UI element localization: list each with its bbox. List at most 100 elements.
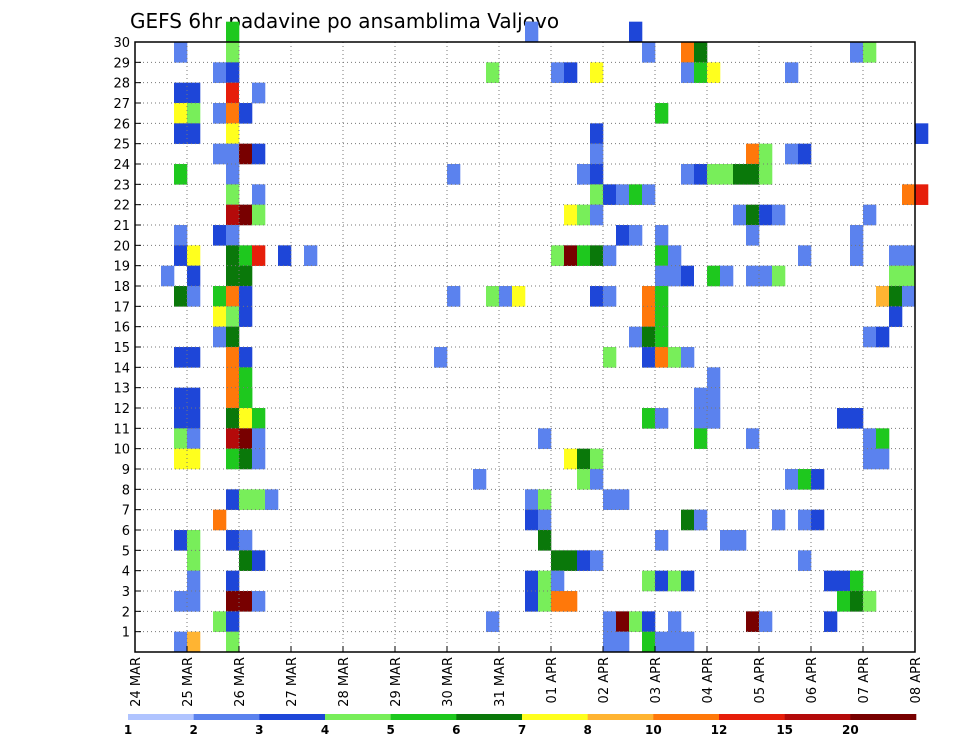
heatmap-cell	[746, 265, 760, 287]
colorbar-label: 12	[711, 723, 728, 737]
heatmap-cell	[174, 42, 188, 63]
heatmap-cell	[226, 265, 240, 287]
colorbar-swatch	[784, 714, 851, 720]
heatmap-cell	[187, 245, 201, 266]
heatmap-cell	[655, 245, 669, 266]
colorbar-swatch	[653, 714, 720, 720]
heatmap-cell	[720, 530, 734, 551]
x-tick-label: 08 APR	[909, 657, 924, 703]
heatmap-cell	[551, 550, 565, 571]
heatmap-cell	[187, 286, 201, 307]
y-tick-label: 17	[113, 300, 130, 315]
heatmap-cell	[174, 164, 188, 185]
heatmap-cell	[707, 265, 721, 287]
heatmap-cell	[278, 245, 292, 266]
heatmap-cell	[694, 164, 708, 185]
y-tick-label: 14	[113, 361, 130, 376]
colorbar-label: 2	[189, 723, 197, 737]
heatmap-cell	[213, 103, 227, 124]
heatmap-cell	[629, 21, 643, 43]
heatmap-cell	[226, 367, 240, 388]
heatmap-cell	[746, 143, 760, 165]
colorbar-label: 10	[645, 723, 662, 737]
heatmap-cell	[746, 164, 760, 185]
heatmap-cell	[226, 123, 240, 144]
heatmap-cell	[603, 286, 617, 307]
heatmap-cell	[252, 428, 266, 449]
heatmap-cell	[772, 509, 786, 531]
heatmap-cell	[707, 62, 721, 83]
heatmap-cell	[213, 326, 227, 348]
colorbar-swatch	[128, 714, 194, 720]
x-tick-label: 26 MAR	[233, 657, 248, 707]
heatmap-cell	[174, 123, 188, 144]
heatmap-cell	[668, 570, 682, 592]
heatmap-cell	[733, 204, 747, 226]
heatmap-cell	[681, 42, 695, 63]
heatmap-cell	[226, 448, 240, 470]
colorbar-swatch	[587, 714, 654, 720]
heatmap-cell	[226, 611, 240, 632]
y-tick-label: 19	[113, 260, 130, 275]
colorbar-label: 3	[255, 723, 263, 737]
x-tick-label: 29 MAR	[389, 657, 404, 707]
heatmap-cell	[187, 591, 201, 612]
heatmap-cell	[239, 408, 253, 429]
colorbar-swatch	[259, 714, 326, 720]
heatmap-cell	[486, 62, 500, 83]
y-tick-label: 24	[113, 158, 130, 173]
heatmap-cell	[889, 245, 903, 266]
heatmap-cell	[252, 204, 266, 226]
heatmap-cell	[759, 164, 773, 185]
colorbar-label: 8	[583, 723, 591, 737]
heatmap-cell	[512, 286, 526, 307]
heatmap-cell	[616, 225, 630, 246]
heatmap-cell	[226, 286, 240, 307]
heatmap-cell	[226, 347, 240, 368]
heatmap-cell	[746, 611, 760, 632]
heatmap-cell	[681, 509, 695, 531]
heatmap-cell	[226, 428, 240, 449]
heatmap-cell	[187, 387, 201, 409]
heatmap-cell	[564, 62, 578, 83]
heatmap-cell	[239, 306, 253, 327]
heatmap-cell	[876, 448, 890, 470]
heatmap-cell	[694, 408, 708, 429]
heatmap-cell	[590, 469, 604, 490]
heatmap-cell	[252, 143, 266, 165]
heatmap-cell	[265, 489, 279, 510]
heatmap-cell	[577, 164, 591, 185]
heatmap-cell	[746, 204, 760, 226]
heatmap-cell	[642, 408, 656, 429]
y-tick-label: 10	[113, 443, 130, 458]
heatmap-cell	[642, 347, 656, 368]
x-tick-label: 24 MAR	[129, 657, 144, 707]
heatmap-cell	[876, 326, 890, 348]
heatmap-cell	[239, 204, 253, 226]
y-tick-label: 15	[113, 341, 130, 356]
heatmap-cell	[629, 225, 643, 246]
y-tick-label: 30	[113, 36, 130, 51]
heatmap-cell	[798, 245, 812, 266]
heatmap-cell	[564, 591, 578, 612]
colorbar-swatch	[193, 714, 260, 720]
y-tick-label: 9	[122, 463, 130, 478]
heatmap-cell	[707, 164, 721, 185]
y-tick-label: 21	[113, 219, 130, 234]
heatmap-cell	[811, 509, 825, 531]
heatmap-cell	[538, 489, 552, 510]
heatmap-cell	[252, 489, 266, 510]
heatmap-cell	[226, 184, 240, 205]
heatmap-cell	[785, 62, 799, 83]
heatmap-cell	[187, 82, 201, 104]
heatmap-cell	[187, 550, 201, 571]
heatmap-cell	[590, 448, 604, 470]
heatmap-cell	[577, 204, 591, 226]
heatmap-cell	[915, 123, 929, 144]
heatmap-cell	[538, 509, 552, 531]
heatmap-cell	[226, 245, 240, 266]
heatmap-cells	[161, 21, 929, 653]
y-tick-label: 1	[122, 626, 130, 641]
colorbar-swatch	[850, 714, 917, 720]
heatmap-cell	[681, 265, 695, 287]
